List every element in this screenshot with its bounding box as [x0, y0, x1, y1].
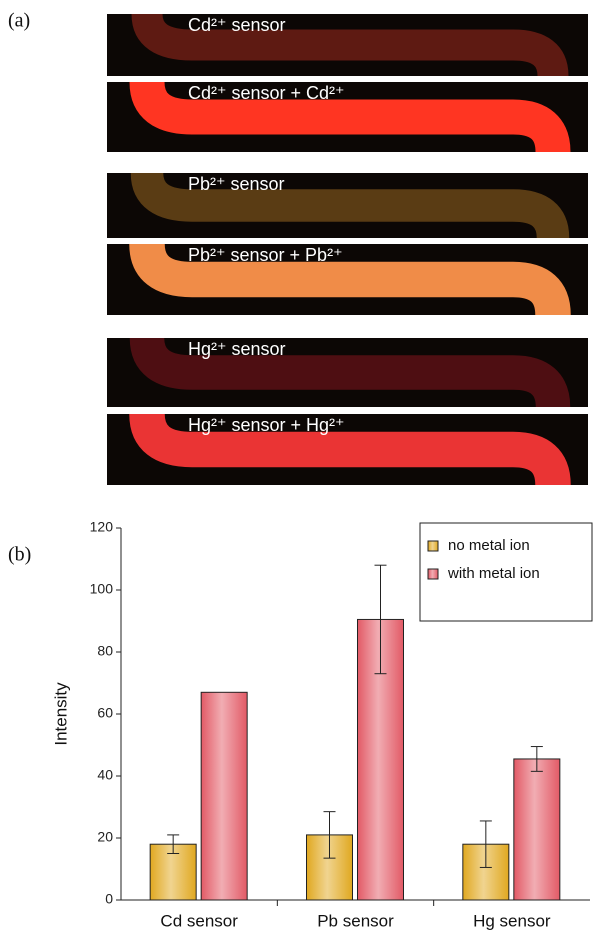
- strip-label: Hg²⁺ sensor + Hg²⁺: [188, 415, 345, 435]
- strip-label: Hg²⁺ sensor: [188, 339, 286, 359]
- legend-swatch: [427, 540, 439, 552]
- y-tick-label: 40: [97, 767, 113, 783]
- x-tick-label: Cd sensor: [160, 911, 238, 930]
- channel: [129, 80, 571, 154]
- x-tick-label: Hg sensor: [473, 911, 551, 930]
- channel: [129, 242, 571, 317]
- y-tick-label: 100: [90, 581, 114, 597]
- y-tick-label: 80: [97, 643, 113, 659]
- strip-label: Pb²⁺ sensor: [188, 174, 285, 194]
- legend-label: with metal ion: [447, 565, 540, 582]
- strip-label: Cd²⁺ sensor + Cd²⁺: [188, 83, 345, 103]
- y-tick-label: 20: [97, 829, 113, 845]
- channel: [130, 171, 570, 240]
- bar: [200, 691, 248, 901]
- channel: [129, 412, 571, 487]
- legend-box: [419, 522, 593, 622]
- strip-label: Cd²⁺ sensor: [188, 15, 286, 35]
- y-tick-label: 120: [90, 519, 114, 535]
- channel: [129, 336, 571, 409]
- channel: [131, 12, 569, 78]
- strip-label: Pb²⁺ sensor + Pb²⁺: [188, 245, 343, 265]
- panel-label: (a): [8, 10, 30, 32]
- y-axis-label: Intensity: [51, 682, 70, 746]
- bar: [513, 758, 561, 901]
- y-tick-label: 0: [105, 891, 113, 907]
- legend-label: no metal ion: [448, 537, 530, 554]
- x-tick-label: Pb sensor: [317, 911, 394, 930]
- panel-label: (b): [8, 544, 31, 566]
- bar: [149, 843, 197, 901]
- y-tick-label: 60: [97, 705, 113, 721]
- legend-swatch: [427, 568, 439, 580]
